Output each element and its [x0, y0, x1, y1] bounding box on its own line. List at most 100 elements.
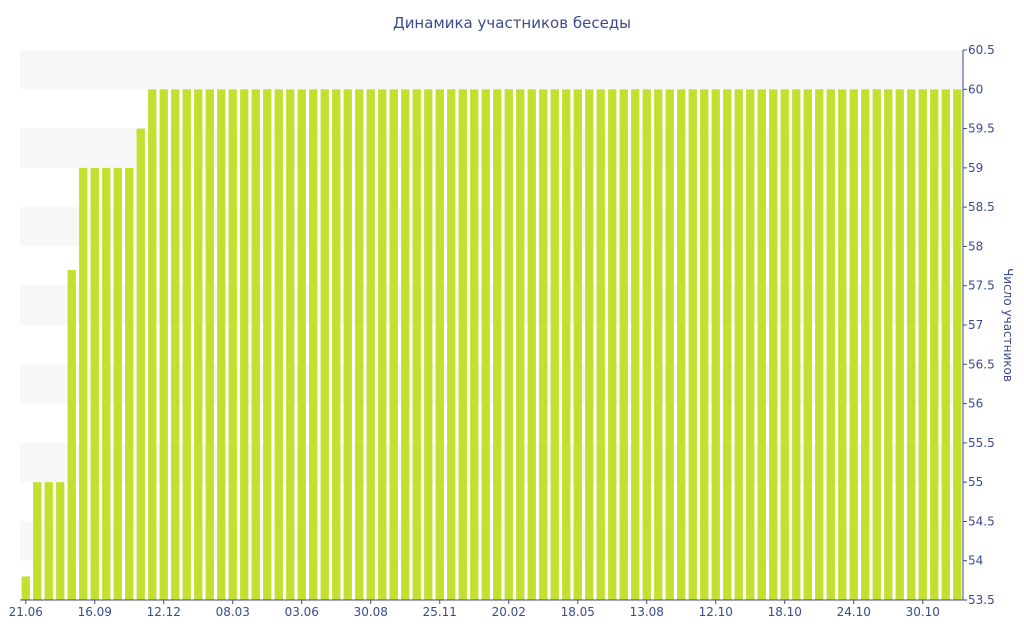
bar — [562, 89, 571, 601]
bar — [642, 89, 651, 601]
bar — [182, 89, 191, 601]
bar — [33, 482, 42, 600]
bar — [665, 89, 674, 601]
bar — [734, 89, 743, 601]
y-tick-label: 59 — [968, 161, 983, 175]
bar — [458, 89, 467, 601]
bar — [596, 89, 605, 601]
bar — [217, 89, 226, 601]
bar — [930, 89, 939, 601]
bar — [435, 89, 444, 601]
bar — [263, 89, 272, 601]
y-tick-label: 60 — [968, 82, 983, 96]
bar — [953, 89, 962, 601]
x-tick-label: 30.10 — [906, 605, 940, 619]
bar — [688, 89, 697, 601]
bar — [79, 167, 88, 600]
bar — [148, 89, 157, 601]
y-tick-label: 59.5 — [968, 122, 995, 136]
y-tick-label: 60.5 — [968, 43, 995, 57]
x-tick-label: 25.11 — [423, 605, 457, 619]
bar — [194, 89, 203, 601]
bar — [332, 89, 341, 601]
bar — [516, 89, 525, 601]
x-tick-label: 20.02 — [492, 605, 526, 619]
bar — [378, 89, 387, 601]
y-tick-label: 54.5 — [968, 514, 995, 528]
bar — [171, 89, 180, 601]
x-tick-label: 12.12 — [147, 605, 181, 619]
bar — [136, 128, 145, 601]
bar — [677, 89, 686, 601]
bar — [343, 89, 352, 601]
bar — [918, 89, 927, 601]
bar — [746, 89, 755, 601]
bar — [539, 89, 548, 601]
bar — [550, 89, 559, 601]
bar — [355, 89, 364, 601]
bar — [125, 167, 134, 600]
bar — [90, 167, 99, 600]
bar — [527, 89, 536, 601]
bar — [631, 89, 640, 601]
bar — [366, 89, 375, 601]
bar — [711, 89, 720, 601]
bar — [205, 89, 214, 601]
y-tick-label: 54 — [968, 554, 983, 568]
bar — [619, 89, 628, 601]
bars — [21, 89, 962, 601]
x-tick-label: 18.05 — [561, 605, 595, 619]
bar — [320, 89, 329, 601]
grid-band — [20, 50, 963, 90]
bar — [826, 89, 835, 601]
y-tick-label: 53.5 — [968, 593, 995, 607]
bar — [251, 89, 260, 601]
bar — [286, 89, 295, 601]
bar — [102, 167, 111, 600]
y-tick-label: 57 — [968, 318, 983, 332]
bar — [654, 89, 663, 601]
bar — [297, 89, 306, 601]
bar — [309, 89, 318, 601]
bar — [803, 89, 812, 601]
bar — [481, 89, 490, 601]
bar — [240, 89, 249, 601]
x-tick-label: 18.10 — [768, 605, 802, 619]
y-axis-title: Число участников — [1001, 268, 1015, 382]
bar — [424, 89, 433, 601]
bar — [907, 89, 916, 601]
bar — [723, 89, 732, 601]
bar — [113, 167, 122, 600]
y-tick-label: 58.5 — [968, 200, 995, 214]
x-tick-label: 24.10 — [837, 605, 871, 619]
bar — [274, 89, 283, 601]
bar — [780, 89, 789, 601]
bar — [504, 89, 513, 601]
x-tick-label: 30.08 — [354, 605, 388, 619]
y-tick-label: 57.5 — [968, 279, 995, 293]
y-axis: 53.5 54 54.5 55 55.5 56 56.5 57 57.5 58 58.5 59 59.5… — [962, 43, 995, 607]
bar — [941, 89, 950, 601]
chart-title: Динамика участников беседы — [393, 14, 631, 32]
x-tick-label: 16.09 — [78, 605, 112, 619]
y-tick-label: 58 — [968, 239, 983, 253]
bar — [44, 482, 53, 600]
bar — [769, 89, 778, 601]
y-tick-label: 55.5 — [968, 436, 995, 450]
bar — [573, 89, 582, 601]
bar — [608, 89, 617, 601]
y-tick-label: 56 — [968, 397, 983, 411]
bar — [447, 89, 456, 601]
x-tick-label: 13.08 — [630, 605, 664, 619]
bar — [757, 89, 766, 601]
bar — [895, 89, 904, 601]
bar — [56, 482, 65, 600]
x-tick-label: 12.10 — [699, 605, 733, 619]
bar — [493, 89, 502, 601]
bar — [21, 576, 30, 600]
y-tick-label: 56.5 — [968, 357, 995, 371]
bar — [159, 89, 168, 601]
x-tick-label: 08.03 — [216, 605, 250, 619]
bar — [585, 89, 594, 601]
